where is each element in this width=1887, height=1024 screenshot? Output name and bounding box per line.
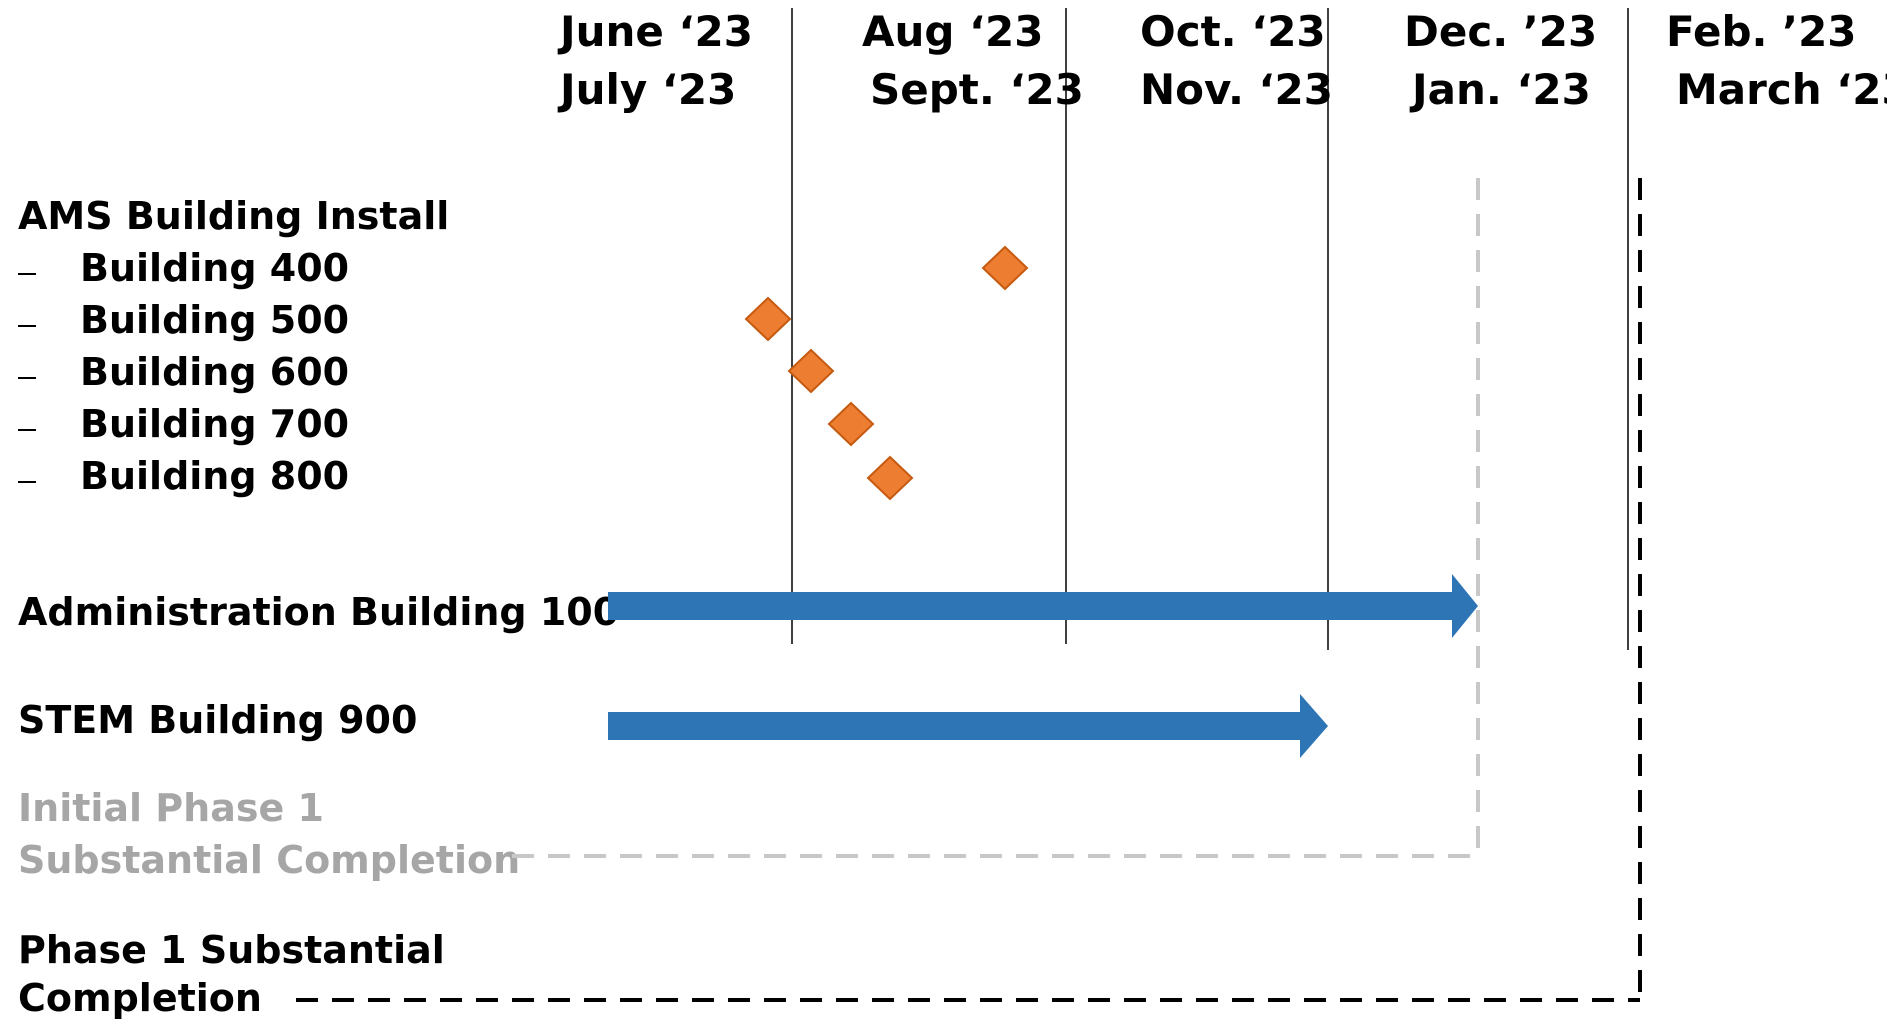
header-period-2-line2: Sept. ‘23 [870,65,1084,114]
bullet-dash [18,429,36,431]
header-period-3-line1: Oct. ‘23 [1140,7,1326,56]
header-period-3-line2: Nov. ‘23 [1140,65,1333,114]
header-period-4-line2: Jan. ‘23 [1412,65,1591,114]
ams-group-title: AMS Building Install [18,194,450,238]
bullet-dash [18,377,36,379]
header-period-2-line1: Aug ‘23 [862,7,1044,56]
milestone-diamond-building-400 [981,245,1029,291]
ams-item-building-400: Building 400 [80,246,350,290]
ams-item-building-800: Building 800 [80,454,350,498]
header-period-1-line2: July ‘23 [560,65,737,114]
header-period-5-line2: March ‘23 [1676,65,1887,114]
milestone-diamond-building-800 [866,455,914,501]
header-period-1-line1: June ‘23 [560,7,753,56]
milestone-initial-phase1-line2: Substantial Completion [18,838,521,882]
header-period-5-line1: Feb. ’23 [1666,7,1857,56]
ams-item-building-700: Building 700 [80,402,350,446]
milestone-diamond-building-700 [827,401,875,447]
header-period-4-line1: Dec. ’23 [1404,7,1598,56]
milestone-initial-phase1-line1: Initial Phase 1 [18,786,324,830]
row-label-stem-building-900: STEM Building 900 [18,698,418,742]
bullet-dash [18,273,36,275]
stem-building-900-arrow [608,694,1328,758]
milestone-phase1-line1: Phase 1 Substantial [18,928,445,972]
ams-item-building-500: Building 500 [80,298,350,342]
admin-building-100-arrow [608,574,1478,638]
row-label-admin-building-100: Administration Building 100 [18,590,620,634]
ams-item-building-600: Building 600 [80,350,350,394]
bullet-dash [18,481,36,483]
milestone-diamond-building-600 [787,348,835,394]
milestone-diamond-building-500 [744,296,792,342]
bullet-dash [18,325,36,327]
